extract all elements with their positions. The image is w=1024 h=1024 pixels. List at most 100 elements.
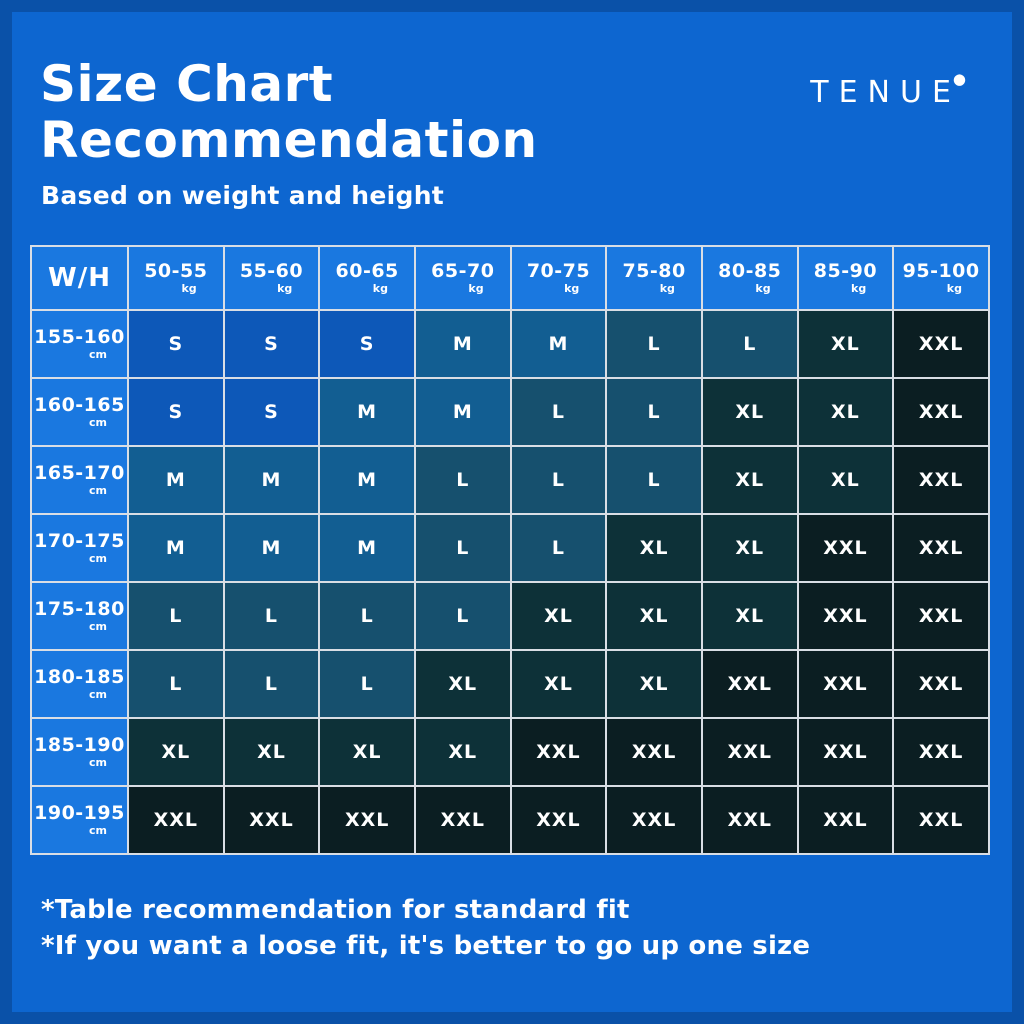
size-cell-2-7: XL — [796, 445, 895, 515]
size-cell-1-6: XL — [700, 377, 799, 447]
table-row-2: 165-170 cm M M M L L L XL XL XXL — [30, 445, 990, 515]
size-cell-6-1: XL — [222, 717, 321, 787]
size-cell-1-7: XL — [796, 377, 895, 447]
weight-range: 50-55 — [144, 260, 208, 283]
size-cell-4-4: XL — [509, 581, 608, 651]
height-range: 180-185 — [34, 666, 125, 689]
page-subtitle: Based on weight and height — [41, 181, 445, 210]
weight-range: 80-85 — [718, 260, 782, 283]
size-cell-2-0: M — [127, 445, 225, 515]
weight-unit-label: kg — [946, 281, 962, 295]
table-row-4: 175-180 cm L L L L XL XL XL XXL XXL — [30, 581, 990, 651]
size-cell-5-8: XXL — [892, 649, 990, 719]
weight-range: 95-100 — [902, 260, 980, 283]
size-cell-7-6: XXL — [700, 785, 799, 855]
weight-range: 55-60 — [239, 260, 304, 283]
size-cell-2-8: XXL — [892, 445, 990, 515]
height-unit-label: cm — [89, 619, 107, 633]
page-title: Size Chart Recommendation — [40, 56, 538, 168]
size-cell-0-1: S — [222, 309, 321, 379]
table-row-0: 155-160 cm S S S M M L L XL XXL — [30, 309, 990, 379]
height-row-header-6: 185-190 cm — [30, 717, 129, 787]
height-range: 155-160 — [34, 326, 125, 349]
size-cell-7-0: XXL — [127, 785, 225, 855]
footnotes: *Table recommendation for standard fit *… — [41, 892, 810, 965]
size-cell-0-3: M — [413, 309, 512, 379]
size-cell-4-6: XL — [700, 581, 799, 651]
weight-unit-label: kg — [277, 281, 293, 295]
size-cell-3-1: M — [222, 513, 321, 583]
weight-unit-label: kg — [181, 281, 197, 295]
table-body: 155-160 cm S S S M M L L XL XXL 160-165 cm S S M M L L XL XL… — [30, 309, 990, 855]
size-cell-6-7: XXL — [796, 717, 895, 787]
weight-column-header-2: 60-65 kg — [318, 245, 416, 311]
brand-logo: TENUE● — [810, 70, 966, 110]
corner-header-wh: W/H — [30, 245, 129, 311]
size-cell-6-5: XXL — [605, 717, 703, 787]
weight-unit-label: kg — [659, 281, 675, 295]
size-cell-5-4: XL — [509, 649, 608, 719]
weight-unit-label: kg — [372, 281, 388, 295]
footnote-loose-fit: *If you want a loose fit, it's better to… — [41, 931, 811, 962]
weight-unit-label: kg — [468, 281, 484, 295]
height-row-header-0: 155-160 cm — [30, 309, 129, 379]
size-cell-0-6: L — [700, 309, 799, 379]
weight-column-header-4: 70-75 kg — [509, 245, 608, 311]
weight-header-row: W/H 50-55 kg 55-60 kg 60-65 kg 65-70 kg 70-75 kg 75… — [30, 245, 990, 311]
height-unit-label: cm — [89, 551, 107, 565]
size-cell-4-8: XXL — [892, 581, 990, 651]
height-row-header-3: 170-175 cm — [30, 513, 129, 583]
title-line-1: Size Chart — [40, 55, 334, 113]
size-cell-1-1: S — [222, 377, 321, 447]
weight-unit-label: kg — [851, 281, 867, 295]
weight-range: 65-70 — [431, 260, 495, 283]
size-cell-1-2: M — [318, 377, 416, 447]
height-range: 165-170 — [34, 462, 125, 485]
size-cell-6-0: XL — [127, 717, 225, 787]
size-cell-2-3: L — [413, 445, 512, 515]
size-cell-7-1: XXL — [222, 785, 321, 855]
footnote-standard-fit: *Table recommendation for standard fit — [41, 895, 630, 925]
height-unit-label: cm — [89, 687, 107, 701]
height-range: 175-180 — [34, 598, 125, 621]
size-cell-1-3: M — [413, 377, 512, 447]
size-cell-2-6: XL — [700, 445, 799, 515]
size-cell-4-1: L — [222, 581, 321, 651]
size-cell-5-3: XL — [413, 649, 512, 719]
size-cell-5-7: XXL — [796, 649, 895, 719]
weight-column-header-1: 55-60 kg — [222, 245, 321, 311]
brand-dot-icon: ● — [952, 70, 966, 88]
height-row-header-7: 190-195 cm — [30, 785, 129, 855]
size-cell-7-8: XXL — [892, 785, 990, 855]
table-header: W/H 50-55 kg 55-60 kg 60-65 kg 65-70 kg 70-75 kg 75… — [30, 245, 990, 311]
height-row-header-1: 160-165 cm — [30, 377, 129, 447]
weight-unit-label: kg — [564, 281, 580, 295]
height-range: 160-165 — [34, 394, 125, 417]
table-row-6: 185-190 cm XL XL XL XL XXL XXL XXL XXL XXL — [30, 717, 990, 787]
size-chart-table: W/H 50-55 kg 55-60 kg 60-65 kg 65-70 kg 70-75 kg 75… — [30, 245, 990, 855]
height-range: 185-190 — [34, 734, 125, 757]
size-cell-3-3: L — [413, 513, 512, 583]
size-cell-0-8: XXL — [892, 309, 990, 379]
weight-range: 85-90 — [813, 260, 878, 283]
size-cell-6-8: XXL — [892, 717, 990, 787]
weight-unit-label: kg — [755, 281, 771, 295]
size-cell-7-5: XXL — [605, 785, 703, 855]
size-cell-0-4: M — [509, 309, 608, 379]
size-cell-2-5: L — [605, 445, 703, 515]
weight-column-header-8: 95-100 kg — [892, 245, 990, 311]
height-row-header-2: 165-170 cm — [30, 445, 129, 515]
size-cell-3-6: XL — [700, 513, 799, 583]
size-cell-5-6: XXL — [700, 649, 799, 719]
weight-range: 60-65 — [335, 260, 399, 283]
size-cell-4-7: XXL — [796, 581, 895, 651]
size-cell-3-2: M — [318, 513, 416, 583]
size-cell-1-0: S — [127, 377, 225, 447]
size-cell-4-5: XL — [605, 581, 703, 651]
weight-column-header-5: 75-80 kg — [605, 245, 703, 311]
size-cell-6-6: XXL — [700, 717, 799, 787]
size-cell-0-7: XL — [796, 309, 895, 379]
table-row-7: 190-195 cm XXL XXL XXL XXL XXL XXL XXL XXL XXL — [30, 785, 990, 855]
size-cell-5-5: XL — [605, 649, 703, 719]
